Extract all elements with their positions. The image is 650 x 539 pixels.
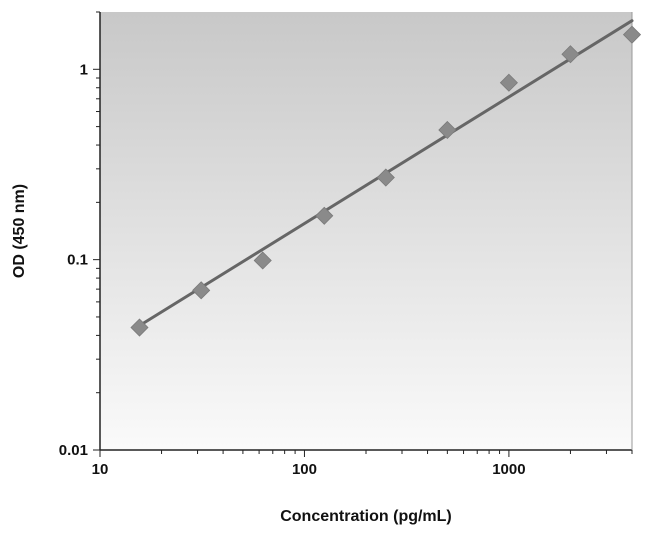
- y-tick-label: 0.1: [67, 252, 88, 269]
- data-points: [130, 25, 642, 337]
- y-tick-label: 1: [80, 61, 88, 78]
- data-point: [499, 73, 518, 92]
- data-point: [438, 120, 457, 140]
- x-tick-label: 10: [92, 461, 109, 478]
- data-point: [561, 45, 580, 64]
- data-point: [130, 318, 149, 337]
- plot-area: [100, 12, 632, 450]
- x-tick-label: 1000: [492, 461, 525, 478]
- data-point: [622, 25, 642, 44]
- x-axis-title: Concentration (pg/mL): [280, 508, 452, 525]
- tick-labels: 10 100 1000 0.01 0.1 1: [59, 61, 526, 478]
- data-point: [315, 206, 334, 225]
- axes: [93, 11, 633, 457]
- x-tick-label: 100: [292, 461, 317, 478]
- y-tick-label: 0.01: [59, 442, 88, 459]
- data-point: [253, 251, 272, 270]
- data-point: [376, 168, 395, 187]
- y-axis-title: OD (450 nm): [11, 184, 28, 278]
- data-point: [192, 281, 211, 300]
